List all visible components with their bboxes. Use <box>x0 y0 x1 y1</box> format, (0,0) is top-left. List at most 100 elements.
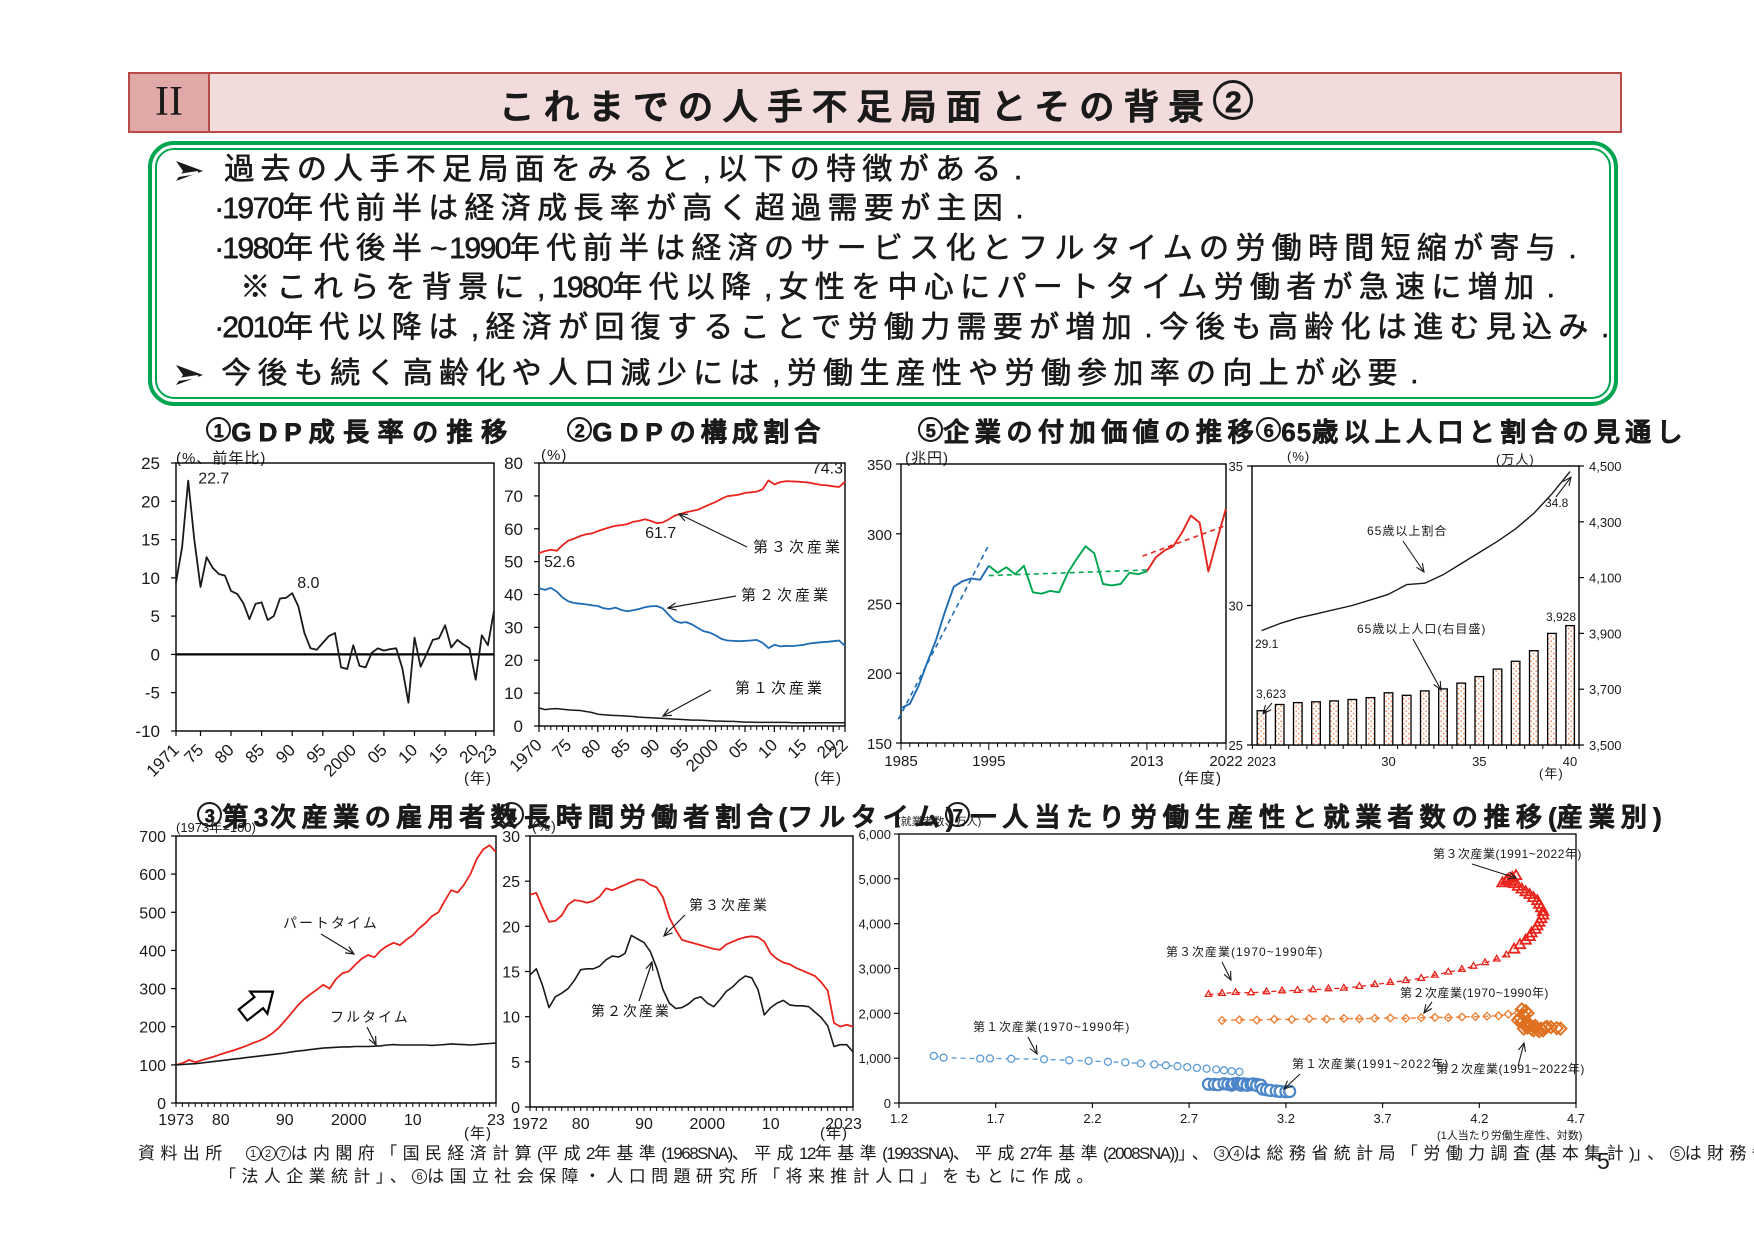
svg-text:20: 20 <box>502 919 520 936</box>
svg-text:第２次産業: 第２次産業 <box>741 586 831 604</box>
svg-text:35: 35 <box>1472 754 1486 769</box>
svg-text:30: 30 <box>504 618 523 637</box>
svg-text:30: 30 <box>502 829 520 846</box>
svg-text:600: 600 <box>139 867 166 884</box>
svg-text:-5: -5 <box>145 684 160 703</box>
svg-text:1.7: 1.7 <box>987 1111 1005 1126</box>
svg-text:2.2: 2.2 <box>1083 1111 1101 1126</box>
svg-text:23: 23 <box>487 1112 505 1129</box>
svg-text:350: 350 <box>867 457 892 474</box>
svg-text:23: 23 <box>474 740 501 767</box>
svg-text:4,500: 4,500 <box>1589 459 1622 474</box>
svg-text:4,000: 4,000 <box>858 917 891 932</box>
svg-text:75: 75 <box>548 735 575 762</box>
svg-text:250: 250 <box>867 597 892 614</box>
svg-text:300: 300 <box>867 527 892 544</box>
svg-text:3.2: 3.2 <box>1277 1111 1295 1126</box>
svg-text:1,000: 1,000 <box>858 1051 891 1066</box>
svg-text:3,500: 3,500 <box>1589 738 1622 753</box>
svg-text:8.0: 8.0 <box>297 575 319 592</box>
svg-text:0: 0 <box>511 1100 520 1117</box>
svg-text:25: 25 <box>1229 738 1243 753</box>
svg-text:20: 20 <box>825 1116 843 1133</box>
svg-text:15: 15 <box>784 735 811 762</box>
svg-text:05: 05 <box>725 735 752 762</box>
svg-text:2.7: 2.7 <box>1180 1111 1198 1126</box>
svg-text:90: 90 <box>276 1112 294 1129</box>
svg-text:1970: 1970 <box>506 735 546 775</box>
svg-text:10: 10 <box>502 1010 520 1027</box>
svg-text:4.2: 4.2 <box>1470 1111 1488 1126</box>
svg-text:50: 50 <box>504 553 523 572</box>
svg-text:80: 80 <box>504 454 523 473</box>
svg-text:0: 0 <box>884 1096 891 1111</box>
svg-text:20: 20 <box>141 492 160 511</box>
svg-text:3,623: 3,623 <box>1256 687 1286 701</box>
svg-text:第３次産業(1991~2022年): 第３次産業(1991~2022年) <box>1433 846 1582 861</box>
svg-text:10: 10 <box>504 684 523 703</box>
svg-text:22.7: 22.7 <box>198 471 229 488</box>
svg-text:5: 5 <box>151 607 160 626</box>
svg-text:2022: 2022 <box>1209 753 1242 770</box>
svg-text:1971: 1971 <box>143 740 183 780</box>
svg-text:61.7: 61.7 <box>645 525 676 542</box>
svg-text:74.3: 74.3 <box>812 461 843 478</box>
svg-text:2000: 2000 <box>320 740 360 780</box>
svg-text:3,700: 3,700 <box>1589 682 1622 697</box>
svg-text:1.2: 1.2 <box>890 1111 908 1126</box>
svg-text:第３次産業: 第３次産業 <box>689 897 769 913</box>
svg-text:2023: 2023 <box>1247 754 1276 769</box>
svg-text:第１次産業: 第１次産業 <box>735 679 825 697</box>
svg-text:5,000: 5,000 <box>858 872 891 887</box>
svg-text:2013: 2013 <box>1130 753 1163 770</box>
svg-text:3,928: 3,928 <box>1546 610 1576 624</box>
svg-text:500: 500 <box>139 905 166 922</box>
svg-text:第２次産業(1970~1990年): 第２次産業(1970~1990年) <box>1400 985 1549 1000</box>
svg-text:4,300: 4,300 <box>1589 515 1622 530</box>
svg-text:1973: 1973 <box>158 1112 194 1129</box>
svg-text:23: 23 <box>844 1116 862 1133</box>
svg-text:80: 80 <box>212 1112 230 1129</box>
svg-text:第３次産業: 第３次産業 <box>753 538 843 556</box>
svg-text:第３次産業(1970~1990年): 第３次産業(1970~1990年) <box>1166 944 1323 959</box>
svg-text:第１次産業(1991~2022年): 第１次産業(1991~2022年) <box>1292 1056 1449 1071</box>
svg-text:フルタイム: フルタイム <box>330 1009 410 1025</box>
svg-text:10: 10 <box>404 1112 422 1129</box>
svg-text:25: 25 <box>502 874 520 891</box>
svg-text:2000: 2000 <box>690 1116 726 1133</box>
svg-text:700: 700 <box>139 829 166 846</box>
svg-text:4.7: 4.7 <box>1567 1111 1585 1126</box>
svg-text:15: 15 <box>502 965 520 982</box>
svg-text:1985: 1985 <box>884 753 917 770</box>
svg-text:75: 75 <box>181 740 208 767</box>
svg-text:15: 15 <box>141 531 160 550</box>
svg-text:150: 150 <box>867 736 892 753</box>
svg-text:2000: 2000 <box>682 735 722 775</box>
svg-text:25: 25 <box>141 454 160 473</box>
svg-text:10: 10 <box>754 735 781 762</box>
svg-text:第１次産業(1970~1990年): 第１次産業(1970~1990年) <box>973 1019 1130 1034</box>
svg-text:3.7: 3.7 <box>1374 1111 1392 1126</box>
svg-text:70: 70 <box>504 487 523 506</box>
svg-text:10: 10 <box>141 569 160 588</box>
svg-text:90: 90 <box>637 735 664 762</box>
svg-text:05: 05 <box>364 740 391 767</box>
svg-text:52.6: 52.6 <box>544 554 575 571</box>
svg-text:第２次産業(1991~2022年): 第２次産業(1991~2022年) <box>1436 1061 1585 1076</box>
svg-text:0: 0 <box>151 645 160 664</box>
svg-text:-10: -10 <box>135 722 160 741</box>
svg-text:100: 100 <box>139 1058 166 1075</box>
svg-text:90: 90 <box>635 1116 653 1133</box>
svg-text:85: 85 <box>242 740 269 767</box>
svg-text:15: 15 <box>425 740 452 767</box>
svg-text:30: 30 <box>1229 599 1243 614</box>
svg-text:200: 200 <box>867 666 892 683</box>
svg-text:4,100: 4,100 <box>1589 571 1622 586</box>
svg-text:20: 20 <box>504 651 523 670</box>
svg-text:0: 0 <box>514 717 523 736</box>
svg-text:6,000: 6,000 <box>858 827 891 842</box>
svg-text:1995: 1995 <box>972 753 1005 770</box>
svg-text:30: 30 <box>1381 754 1395 769</box>
svg-text:パートタイム: パートタイム <box>283 915 379 931</box>
svg-text:85: 85 <box>607 735 634 762</box>
